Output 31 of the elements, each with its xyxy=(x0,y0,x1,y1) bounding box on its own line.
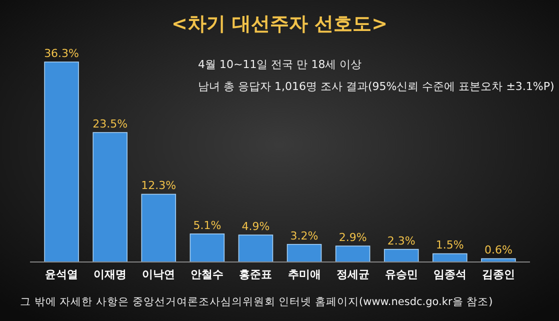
data-label: 12.3% xyxy=(141,179,176,192)
x-tick-label: 임종석 xyxy=(433,268,466,281)
data-label: 5.1% xyxy=(193,218,222,232)
bar xyxy=(238,234,274,262)
x-tick-label: 이낙연 xyxy=(142,268,176,281)
bar xyxy=(190,234,225,262)
x-tick-label: 홍준표 xyxy=(239,268,272,281)
bar xyxy=(335,246,370,262)
x-tick-label: 추미애 xyxy=(288,268,321,281)
bar xyxy=(141,194,176,262)
data-label: 2.9% xyxy=(338,231,367,244)
data-label: 0.6% xyxy=(484,244,512,257)
x-tick-label: 안철수 xyxy=(190,268,224,281)
bar xyxy=(384,248,419,262)
x-tick-label: 김종인 xyxy=(482,268,515,281)
data-label: 23.5% xyxy=(92,118,128,131)
data-label: 36.3% xyxy=(44,47,80,60)
data-label: 3.2% xyxy=(290,229,318,242)
x-tick-label: 윤석열 xyxy=(45,268,78,281)
data-label: 4.9% xyxy=(242,220,270,234)
x-tick-label: 이재명 xyxy=(94,268,127,281)
chart-title: <차기 대선주자 선호도> xyxy=(171,13,388,35)
x-tick-label: 유승민 xyxy=(384,268,418,281)
data-label: 2.3% xyxy=(387,234,416,248)
text: 4월 10~11일 전국 만 18세 이상 남녀 총 응답자 1,016명 조사 결과(95%신뢰 수준에 표본오차 ±3.1%P) xyxy=(198,58,554,93)
data-label: 1.5% xyxy=(436,238,464,252)
bar xyxy=(286,244,322,262)
bar xyxy=(92,132,128,262)
text: 그 밖에 자세한 사항은 중앙선거여론조사심의위원회 인터넷 홈페이지(www.nesdc.go.kr을 참조) xyxy=(20,296,493,308)
x-tick-label: 정세균 xyxy=(336,268,370,281)
bar xyxy=(44,62,79,262)
